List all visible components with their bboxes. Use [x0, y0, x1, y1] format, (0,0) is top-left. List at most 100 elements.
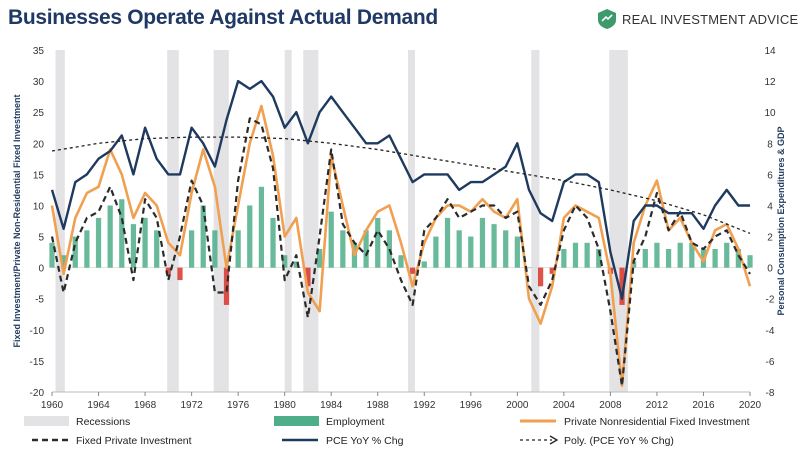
employment-bar [142, 217, 148, 268]
x-tick-label: 1976 [227, 400, 250, 411]
y-tick-label-right: -4 [766, 326, 775, 337]
legend-arrow-icon [549, 435, 559, 445]
brand-logo: REAL INVESTMENT ADVICE [598, 9, 798, 29]
legend-label: PCE YoY % Chg [326, 435, 404, 447]
employment-bar [433, 236, 439, 268]
recession-band [407, 50, 415, 392]
x-tick-label: 2020 [739, 400, 762, 411]
employment-bars [49, 186, 753, 305]
legend-swatch [24, 416, 69, 426]
employment-bar [293, 261, 299, 268]
employment-bar [212, 230, 218, 268]
y-tick-label-right: 2 [767, 233, 773, 244]
y-tick-label-left: -5 [35, 295, 44, 306]
employment-bar [677, 242, 683, 268]
employment-bar [631, 261, 637, 268]
employment-bar [177, 267, 183, 281]
recession-band [284, 50, 292, 392]
employment-bar [654, 242, 660, 268]
employment-bar [282, 255, 288, 268]
y-tick-label-right: 12 [764, 77, 776, 88]
employment-bar [235, 230, 241, 268]
x-tick-label: 2008 [599, 400, 622, 411]
employment-bar [503, 230, 509, 268]
legend-label: Employment [326, 416, 384, 428]
employment-bar [619, 267, 625, 305]
axes: Fixed Investment/Private Non-Residential… [12, 46, 786, 411]
employment-bar [735, 248, 741, 268]
series-line-poly-pce-yoy-chg [51, 136, 751, 235]
y-axis-label-left: Fixed Investment/Private Non-Residential… [12, 94, 22, 347]
x-tick-label: 1960 [41, 400, 64, 411]
employment-bar [468, 236, 474, 268]
employment-bar [84, 230, 90, 268]
employment-bar [386, 230, 392, 268]
x-tick-label: 2004 [553, 400, 576, 411]
employment-bar [270, 217, 276, 268]
employment-bar [724, 242, 730, 268]
y-tick-label-right: 6 [767, 170, 773, 181]
x-tick-label: 2000 [506, 400, 529, 411]
employment-bar [72, 236, 78, 268]
y-tick-label-left: -10 [30, 326, 45, 337]
y-tick-label-left: 35 [33, 46, 45, 57]
x-tick-label: 2016 [692, 400, 715, 411]
y-tick-label-right: -8 [766, 388, 775, 399]
employment-bar [549, 267, 555, 274]
employment-bar [130, 224, 137, 268]
y-tick-label-right: 0 [767, 264, 773, 275]
employment-bar [514, 236, 520, 268]
x-tick-label: 1964 [87, 400, 110, 411]
employment-bar [747, 255, 753, 268]
shield-icon [598, 9, 616, 29]
x-tick-label: 1992 [413, 400, 436, 411]
y-tick-label-left: 15 [33, 170, 45, 181]
employment-bar [61, 255, 67, 268]
employment-bar [119, 199, 125, 268]
employment-bar [316, 248, 323, 268]
employment-bar [328, 211, 334, 268]
series-lines [50, 79, 752, 388]
x-tick-label: 2012 [646, 400, 669, 411]
employment-bar [642, 248, 648, 268]
employment-bar [258, 186, 265, 268]
legend-swatch [274, 416, 319, 426]
gridlines [52, 267, 750, 393]
employment-bar [596, 248, 602, 268]
y-tick-label-left: 20 [33, 139, 45, 150]
legend-label: Poly. (PCE YoY % Chg) [564, 435, 674, 447]
y-tick-label-right: -2 [766, 295, 775, 306]
employment-bar [410, 267, 416, 274]
y-tick-label-left: 0 [38, 264, 44, 275]
employment-bar [165, 267, 171, 274]
recession-band [531, 50, 540, 392]
brand-name: REAL INVESTMENT ADVICE [622, 11, 799, 27]
employment-bar [689, 242, 695, 268]
employment-bar [340, 230, 346, 268]
y-axis-label-right: Personal Consumption Expenditures & GDP [776, 126, 786, 315]
x-tick-label: 1972 [180, 400, 203, 411]
y-tick-label-left: 10 [33, 201, 45, 212]
employment-bar [305, 267, 311, 287]
legend-label: Fixed Private Investment [76, 435, 192, 447]
series-line-private-nonresidential-fixed-investment [50, 104, 752, 388]
y-tick-label-right: 14 [764, 46, 776, 57]
y-tick-label-right: -6 [766, 357, 775, 368]
employment-bar [456, 230, 462, 268]
employment-bar [526, 267, 532, 269]
employment-bar [107, 205, 113, 268]
y-tick-label-left: 30 [33, 77, 45, 88]
employment-bar [363, 230, 369, 268]
employment-bar [200, 205, 206, 268]
employment-bar [572, 242, 579, 268]
series-line-fixed-private-investment [50, 117, 751, 387]
employment-bar [375, 217, 381, 268]
series-line-pce-yoy-chg [50, 79, 750, 300]
employment-bar [49, 242, 55, 268]
x-tick-label: 1996 [460, 400, 483, 411]
y-tick-label-left: 5 [38, 233, 44, 244]
x-tick-label: 1988 [367, 400, 390, 411]
employment-bar [479, 217, 486, 268]
y-tick-label-left: 25 [33, 108, 45, 119]
